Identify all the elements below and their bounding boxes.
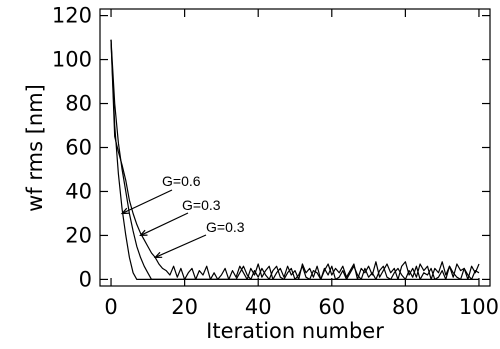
x-tick-label: 100: [459, 295, 499, 319]
annotation-arrowhead: [120, 207, 130, 215]
annotations-group: G=0.6 G=0.3 G=0.3: [120, 173, 245, 259]
x-tick-label: 80: [392, 295, 419, 319]
y-tick-label: 60: [65, 136, 92, 160]
x-axis-title: Iteration number: [206, 319, 384, 343]
y-tick-label: 0: [79, 267, 92, 291]
annotation-arrow: [121, 189, 173, 214]
x-tick-label: 60: [318, 295, 345, 319]
annotation-arrow: [140, 212, 189, 236]
series-line-3: [110, 39, 480, 280]
y-tick-label: 20: [65, 223, 92, 247]
y-axis-title: wf rms [nm]: [23, 84, 47, 212]
y-tick-label: 100: [52, 48, 92, 72]
series-line-1: [110, 39, 479, 280]
x-tick-label: 40: [245, 295, 272, 319]
annotation-arrowhead: [153, 251, 163, 259]
y-tick-label: 80: [65, 92, 92, 116]
annotation-arrow: [154, 234, 207, 258]
y-axis-ticks: 0 20 40 60 80 100 120: [52, 4, 490, 291]
annotation-label: G=0.3: [182, 197, 221, 213]
x-tick-label: 20: [171, 295, 198, 319]
y-tick-label: 120: [52, 4, 92, 28]
annotation-label: G=0.6: [162, 173, 201, 189]
annotation-label: G=0.3: [206, 219, 245, 235]
x-axis-ticks: 0 20 40 60 80 100: [104, 9, 499, 319]
y-tick-label: 40: [65, 179, 92, 203]
plot-frame: [99, 8, 491, 287]
series-line-2: [110, 39, 480, 280]
annotation-arrowhead: [139, 229, 148, 237]
series-group: [110, 39, 480, 280]
x-tick-label: 0: [104, 295, 117, 319]
